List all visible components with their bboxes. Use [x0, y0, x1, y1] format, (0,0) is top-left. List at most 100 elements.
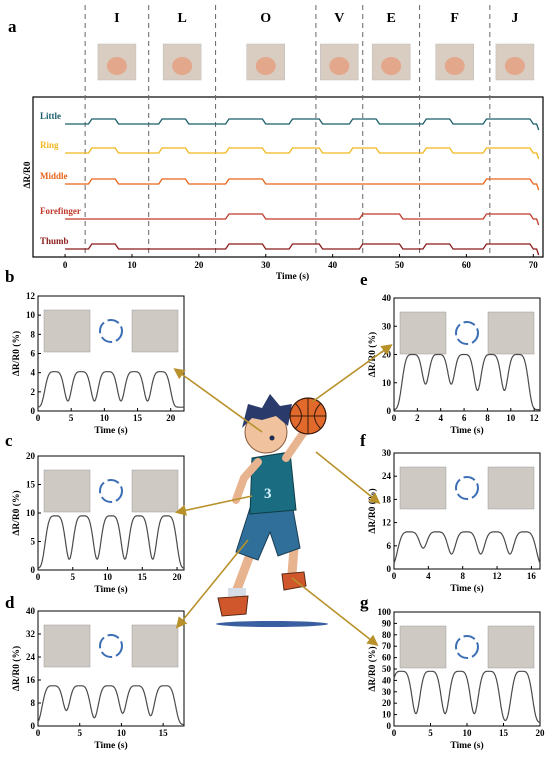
plot-frame — [393, 452, 541, 570]
x-axis-label: Time (s) — [94, 425, 127, 436]
arrow-to-c — [174, 495, 253, 516]
y-tick-label: 40 — [382, 293, 392, 303]
subplot-b: 0 5 10 15 20 0 2 4 6 8 10 12 Time (s) ΔR/R0 (%) — [11, 291, 185, 436]
y-tick-label: 0 — [31, 721, 36, 731]
panel-a-plot: Little Ring Middle Forefinger Thumb 0 10 20 30 40… — [23, 5, 540, 282]
arrow-to-b — [173, 368, 263, 433]
player-eye — [269, 435, 275, 441]
panel-label-e: e — [360, 270, 368, 289]
y-tick-label: 90 — [382, 618, 392, 628]
y-tick-label: 70 — [382, 641, 392, 651]
inset-photo-before — [43, 469, 91, 513]
player-hair — [242, 394, 292, 428]
arrow-to-d — [175, 539, 249, 629]
finger-label: Forefinger — [40, 206, 81, 216]
x-tick-label: 60 — [462, 260, 472, 270]
y-axis-label: ΔR/R0 — [23, 161, 33, 188]
arrow-to-g — [291, 577, 379, 646]
x-tick-label: 30 — [261, 260, 271, 270]
inset-photo-after — [131, 309, 179, 353]
finger-signal-line — [65, 243, 540, 256]
x-tick-label: 0 — [36, 572, 41, 582]
y-tick-label: 30 — [382, 448, 392, 458]
x-tick-label: 15 — [499, 728, 509, 738]
x-tick-label: 12 — [493, 571, 503, 581]
panel-label-g: g — [360, 593, 369, 612]
x-tick-label: 10 — [127, 260, 137, 270]
y-tick-label: 15 — [26, 480, 36, 490]
x-tick-label: 0 — [392, 413, 397, 423]
inset-photo-before — [399, 466, 447, 510]
cycle-icon — [99, 479, 123, 503]
hand-shape — [504, 57, 525, 75]
x-tick-label: 6 — [462, 413, 467, 423]
y-tick-label: 40 — [26, 606, 36, 616]
y-tick-label: 0 — [387, 406, 392, 416]
x-tick-label: 15 — [138, 572, 148, 582]
y-tick-label: 20 — [26, 451, 36, 461]
subplot-d: 0 5 10 15 0 8 16 24 32 40 Time (s) ΔR/R0 (%) — [11, 606, 185, 751]
x-tick-label: 4 — [438, 413, 443, 423]
y-tick-label: 40 — [382, 675, 392, 685]
player-right-shoe — [281, 571, 307, 591]
y-tick-label: 0 — [387, 721, 392, 731]
panel-label-f: f — [360, 431, 366, 450]
signal-curve — [394, 353, 540, 411]
inset-photo-after — [487, 311, 535, 355]
basketball-seams — [290, 398, 326, 434]
y-tick-label: 32 — [26, 629, 36, 639]
inset-photo-before — [399, 311, 447, 355]
y-tick-label: 30 — [382, 321, 392, 331]
gesture-letter: F — [450, 11, 459, 26]
signal-curve — [37, 371, 184, 408]
x-tick-label: 0 — [36, 413, 41, 423]
y-axis-label: ΔR/R0 (%) — [367, 332, 378, 377]
signal-curve — [393, 531, 541, 564]
x-tick-label: 10 — [463, 728, 473, 738]
gesture-letter: O — [260, 11, 271, 26]
y-tick-label: 0 — [31, 406, 36, 416]
x-tick-label: 5 — [69, 413, 74, 423]
y-tick-label: 10 — [382, 710, 392, 720]
x-tick-label: 0 — [36, 728, 41, 738]
y-tick-label: 6 — [31, 349, 36, 359]
x-tick-label: 20 — [166, 413, 176, 423]
y-axis-label: ΔR/R0 (%) — [367, 646, 378, 691]
panel-label-d: d — [5, 593, 15, 612]
y-tick-label: 2 — [31, 387, 36, 397]
y-tick-label: 18 — [382, 494, 392, 504]
y-tick-label: 10 — [26, 310, 36, 320]
cycle-icon — [99, 634, 123, 658]
y-axis-label: ΔR/R0 (%) — [11, 490, 22, 535]
signal-curve — [37, 685, 184, 726]
x-tick-label: 40 — [328, 260, 338, 270]
gesture-letter: L — [177, 11, 186, 26]
x-tick-label: 0 — [63, 260, 68, 270]
y-tick-label: 60 — [382, 653, 392, 663]
x-tick-label: 10 — [103, 572, 113, 582]
y-tick-label: 8 — [31, 698, 36, 708]
gesture-letter: I — [114, 11, 119, 26]
x-tick-label: 16 — [527, 571, 537, 581]
hand-shape — [329, 57, 350, 75]
hand-shape — [381, 57, 402, 75]
x-tick-label: 5 — [71, 572, 76, 582]
y-axis-label: ΔR/R0 (%) — [367, 488, 378, 533]
subplot-c: 0 5 10 15 20 0 5 10 15 20 Time (s) ΔR/R0 (%) — [11, 451, 185, 595]
y-tick-label: 50 — [382, 664, 392, 674]
panel-label-b: b — [5, 267, 14, 286]
y-tick-label: 100 — [378, 607, 392, 617]
cycle-icon — [455, 635, 479, 659]
inset-photo-before — [43, 624, 91, 668]
inset-photo-after — [131, 624, 179, 668]
x-axis-label: Time (s) — [450, 583, 483, 594]
x-axis-label: Time (s) — [94, 584, 127, 595]
inset-photo-before — [43, 309, 91, 353]
finger-signal-line — [65, 178, 540, 191]
cycle-icon — [455, 321, 479, 345]
y-tick-label: 4 — [31, 368, 36, 378]
y-tick-label: 8 — [31, 329, 36, 339]
